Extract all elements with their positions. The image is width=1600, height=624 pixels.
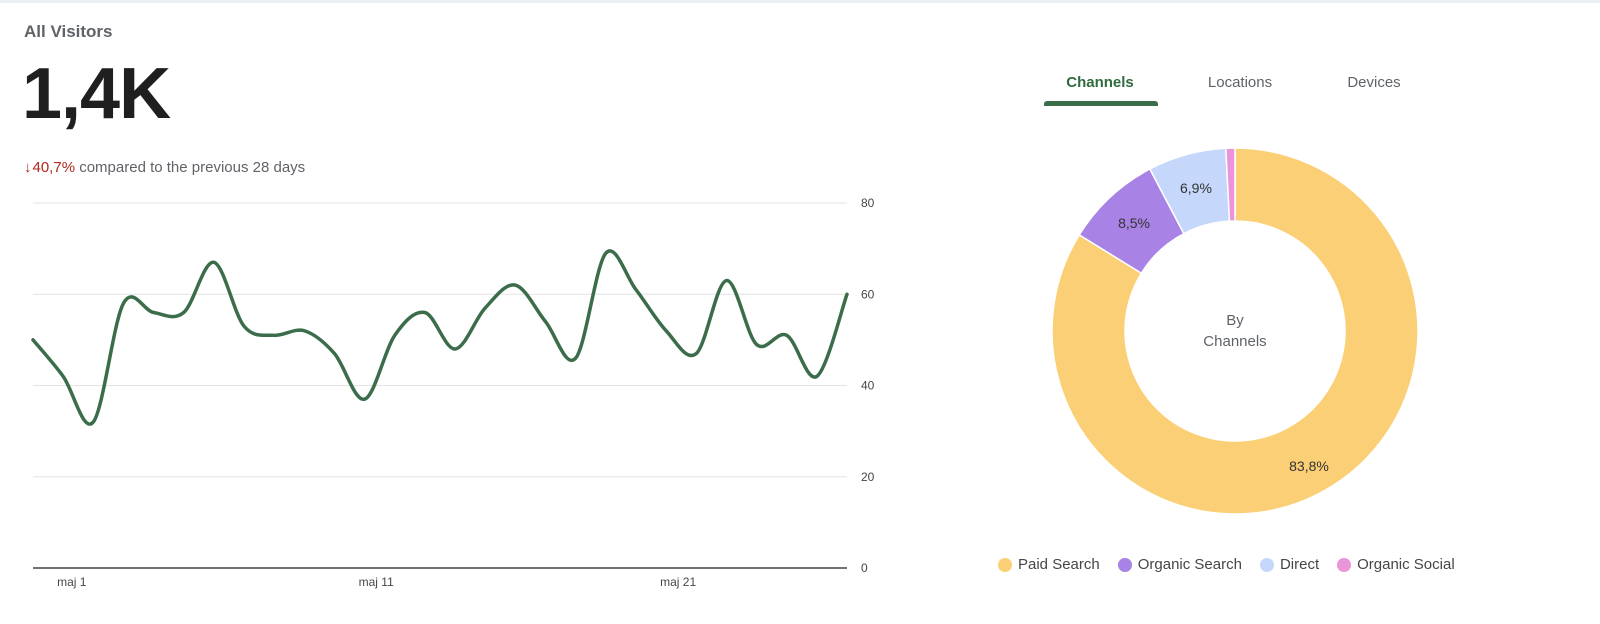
x-tick-label: maj 21: [660, 575, 696, 589]
tab-devices[interactable]: Devices: [1347, 74, 1401, 91]
slice-label-organic-search: 8,5%: [1118, 215, 1150, 231]
legend-swatch-direct: [1259, 557, 1274, 572]
slice-organic-social[interactable]: [1225, 147, 1236, 222]
legend-label-organic-search: Organic Search: [1137, 556, 1242, 573]
y-tick-label: 40: [861, 379, 875, 393]
delta-percent: 40,7%: [32, 159, 76, 176]
delta-value: ↓40,7%: [24, 159, 75, 176]
legend-label-direct: Direct: [1279, 556, 1320, 573]
visitors-series-line: [31, 249, 849, 426]
visitors-line-chart: 0 20 40 60 80 maj 1 maj 11 maj 21: [31, 196, 875, 589]
y-tick-label: 0: [861, 561, 868, 575]
tab-locations[interactable]: Locations: [1207, 74, 1273, 91]
arrow-down-icon: ↓: [24, 159, 32, 176]
top-divider: [0, 0, 1600, 3]
donut-center-label-line2: Channels: [1203, 333, 1266, 350]
slice-paid-search[interactable]: [1051, 147, 1419, 515]
channels-donut-chart: 83,8% 8,5% 6,9% By Channels: [1051, 147, 1419, 515]
legend-label-organic-social: Organic Social: [1357, 556, 1455, 573]
legend-item-direct[interactable]: Direct: [1259, 556, 1320, 573]
breakdown-tabs: Channels Locations Devices: [1040, 62, 1490, 110]
comparison-text: ↓40,7% compared to the previous 28 days: [24, 159, 305, 176]
legend-item-paid-search[interactable]: Paid Search: [998, 556, 1100, 573]
x-tick-label: maj 11: [359, 575, 394, 589]
slice-label-paid-search: 83,8%: [1289, 458, 1329, 474]
y-tick-label: 60: [861, 287, 875, 301]
comparison-label: compared to the previous 28 days: [79, 159, 306, 176]
legend-label-paid-search: Paid Search: [1018, 556, 1100, 573]
card-title: All Visitors: [24, 22, 113, 41]
y-tick-label: 20: [861, 470, 875, 484]
donut-center-label-line1: By: [1226, 312, 1244, 329]
slice-label-direct: 6,9%: [1180, 180, 1212, 196]
visitor-count: 1,4K: [22, 54, 171, 134]
legend-swatch-organic-search: [1117, 557, 1132, 572]
legend-item-organic-social[interactable]: Organic Social: [1337, 556, 1455, 573]
y-tick-label: 80: [861, 196, 875, 210]
legend-swatch-organic-social: [1337, 557, 1352, 572]
donut-legend: Paid Search Organic Search Direct Organi…: [998, 556, 1455, 573]
legend-swatch-paid-search: [998, 557, 1012, 572]
legend-item-organic-search[interactable]: Organic Search: [1117, 556, 1242, 573]
x-tick-label: maj 1: [57, 575, 87, 589]
active-tab-indicator: [1044, 101, 1158, 106]
tab-channels[interactable]: Channels: [1066, 74, 1134, 91]
